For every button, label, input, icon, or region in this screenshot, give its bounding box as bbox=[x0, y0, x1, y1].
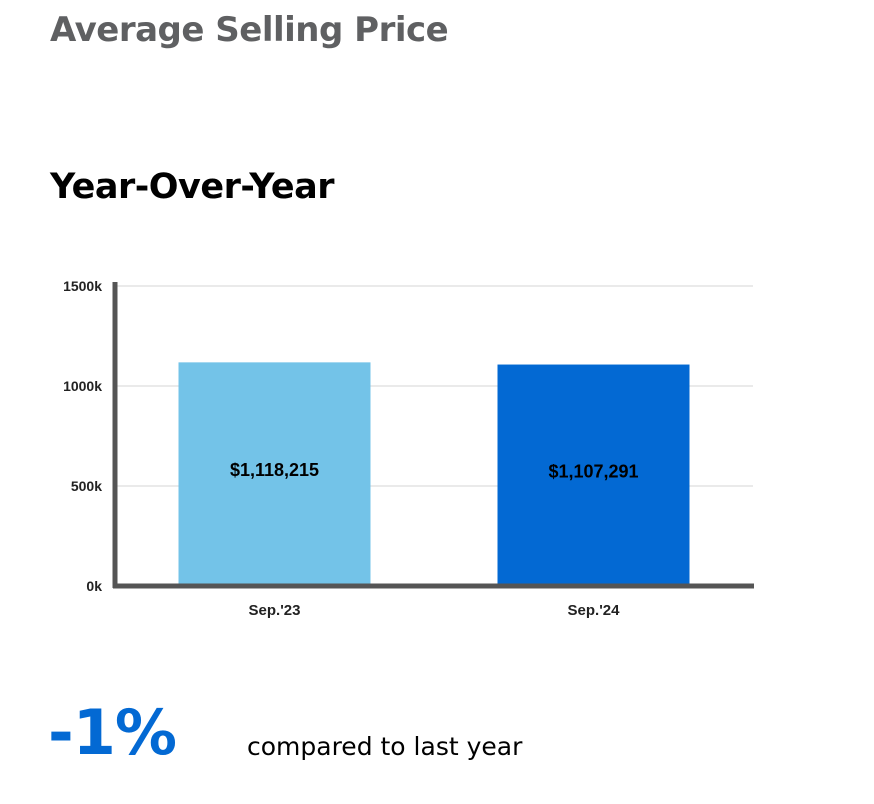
y-tick-label: 500k bbox=[71, 478, 102, 494]
bars bbox=[178, 362, 690, 586]
axes bbox=[112, 282, 754, 589]
y-tick-label: 1500k bbox=[63, 278, 102, 294]
percent-change-caption: compared to last year bbox=[247, 732, 523, 761]
x-tick-label: Sep.'23 bbox=[249, 602, 301, 619]
section-title: Year-Over-Year bbox=[50, 167, 334, 207]
bar bbox=[178, 362, 371, 586]
y-tick-label: 0k bbox=[86, 578, 102, 594]
percent-change: -1% bbox=[48, 696, 177, 769]
page-title: Average Selling Price bbox=[50, 10, 449, 50]
data-label: $1,118,215 bbox=[230, 460, 319, 480]
data-label: $1,107,291 bbox=[548, 461, 638, 481]
y-tick-label: 1000k bbox=[63, 378, 102, 394]
bar bbox=[497, 364, 690, 586]
x-tick-label: Sep.'24 bbox=[568, 602, 621, 619]
labels: 0k 500k 1000k 1500k $1,118,215 Sep.'23 $1,107,… bbox=[63, 278, 638, 619]
